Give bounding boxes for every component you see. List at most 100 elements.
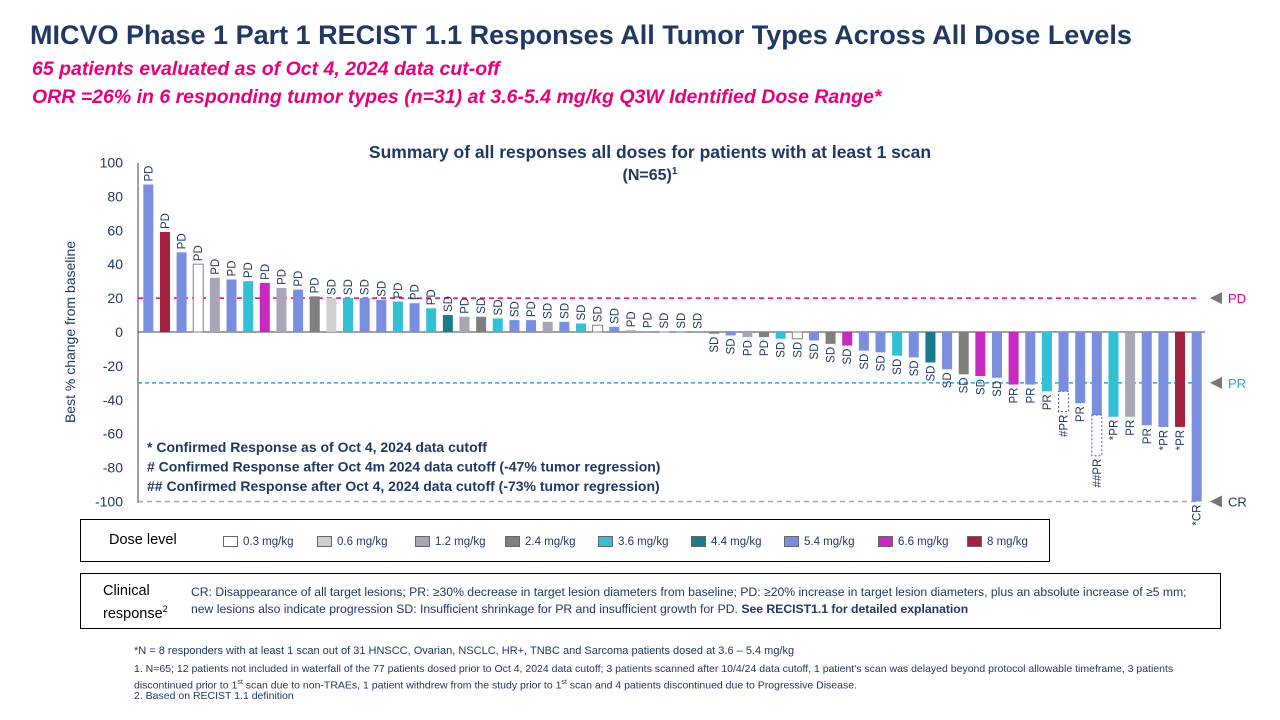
bar-response-label: PR <box>1042 394 1054 410</box>
bar <box>476 316 487 332</box>
bar-response-label: SD <box>659 313 671 329</box>
bar <box>991 332 1002 378</box>
threshold-arrow-icon-cr <box>1210 495 1222 508</box>
dose-legend-label: 8 mg/kg <box>987 536 1028 548</box>
y-tick-label: 80 <box>107 188 123 204</box>
dose-legend-item: 6.6 mg/kg <box>878 536 949 548</box>
threshold-label-pr: PR <box>1228 376 1246 391</box>
bar-response-label: SD <box>826 347 838 363</box>
dose-legend-swatch <box>598 536 613 547</box>
bar <box>259 282 270 332</box>
bar-response-label: SD <box>975 379 987 395</box>
bar-response-label: SD <box>892 359 904 375</box>
bar <box>925 332 936 363</box>
bar-response-label: PR <box>1125 420 1137 436</box>
bar <box>1108 332 1119 417</box>
bar <box>143 184 154 332</box>
bar <box>842 332 853 346</box>
dose-legend-swatch <box>415 536 430 547</box>
bar-response-label: PD <box>410 284 422 300</box>
dose-legend-label: 6.6 mg/kg <box>898 536 949 548</box>
bar <box>459 316 470 332</box>
bar-response-label: PD <box>626 311 638 327</box>
waterfall-chart: Summary of all responses all doses for p… <box>62 142 1247 526</box>
clinical-recist-reference: See RECIST1.1 for detailed explanation <box>741 602 969 616</box>
bar-response-label: SD <box>859 354 871 370</box>
y-tick-label: -80 <box>103 460 123 476</box>
threshold-label-pd: PD <box>1228 291 1246 306</box>
bar <box>559 321 570 332</box>
bar-response-label: PD <box>459 298 471 314</box>
bar-response-label: PD <box>177 233 189 249</box>
bar <box>742 332 753 338</box>
bar <box>642 331 653 333</box>
clinical-response-definitions: CR: Disappearance of all target lesions;… <box>191 584 1211 618</box>
bar-extension <box>1091 414 1103 457</box>
bar <box>892 332 903 356</box>
footnote-2: 2. Based on RECIST 1.1 definition <box>134 690 294 702</box>
bar-response-label: SD <box>559 303 571 319</box>
bar-response-label: PR <box>1009 388 1021 404</box>
y-tick-label: 60 <box>107 222 123 238</box>
bar <box>908 332 919 358</box>
bar <box>592 324 604 333</box>
bar-response-label: PD <box>260 264 272 280</box>
y-tick-label: 0 <box>115 324 123 340</box>
dose-legend-label: 3.6 mg/kg <box>618 536 669 548</box>
y-tick-label: -60 <box>103 426 123 442</box>
bar <box>276 287 287 332</box>
chart-annotation: * Confirmed Response as of Oct 4, 2024 d… <box>147 439 487 455</box>
bar-response-label: SD <box>909 360 921 376</box>
dose-legend-swatch <box>317 536 332 547</box>
bar-response-label: SD <box>360 279 372 295</box>
bar-response-label: SD <box>343 279 355 295</box>
bar-response-label: PD <box>742 340 754 356</box>
bar-response-label: PD <box>276 269 288 285</box>
bar-response-label: SD <box>609 308 621 324</box>
bar <box>692 331 703 333</box>
dose-legend-label: 4.4 mg/kg <box>711 536 762 548</box>
bar <box>1025 332 1036 385</box>
y-tick-label: 20 <box>107 290 123 306</box>
bar-response-label: ##PR <box>1092 459 1104 488</box>
bar <box>176 252 187 332</box>
dose-legend-item: 0.6 mg/kg <box>317 536 388 548</box>
bar <box>426 308 437 332</box>
bar-response-label: PD <box>193 245 205 261</box>
threshold-arrow-icon-pr <box>1210 376 1222 389</box>
clinical-definition-text: CR: Disappearance of all target lesions;… <box>191 585 1187 616</box>
bar-response-label: *PR <box>1158 430 1170 450</box>
bar-response-label: SD <box>509 301 521 317</box>
bar-response-label: PD <box>293 271 305 287</box>
bar <box>376 299 387 332</box>
bar-response-label: PD <box>160 213 172 229</box>
chart-annotation: # Confirmed Response after Oct 4m 2024 d… <box>147 459 660 475</box>
bar-response-label: PD <box>143 166 155 182</box>
dose-legend-swatch <box>505 536 520 547</box>
bar <box>309 296 320 332</box>
dose-legend-item: 3.6 mg/kg <box>598 536 669 548</box>
bar <box>775 332 786 339</box>
dose-legend-swatch <box>223 536 238 547</box>
bar-response-label: PD <box>526 301 538 317</box>
bar <box>526 320 537 332</box>
chart-subtitle: (N=65)1 <box>623 166 678 184</box>
dose-level-legend: Dose level 0.3 mg/kg 0.6 mg/kg 1.2 mg/kg 2.… <box>80 519 1050 562</box>
y-tick-label: -40 <box>103 392 123 408</box>
bar <box>808 332 819 341</box>
y-tick-label: 40 <box>107 256 123 272</box>
dose-legend-label: 0.3 mg/kg <box>243 536 294 548</box>
bar-response-label: PD <box>210 259 222 275</box>
clinical-label-line2: response <box>103 605 163 622</box>
bar <box>293 289 304 332</box>
bar-response-label: SD <box>876 355 888 371</box>
bar-response-label: SD <box>925 366 937 382</box>
bar <box>1175 332 1186 427</box>
footnote-1-part-c: scan and 4 patients discontinued due to … <box>566 679 857 692</box>
bar <box>1075 332 1086 404</box>
bar-response-label: PD <box>643 312 655 328</box>
bar-response-label: #PR <box>1059 415 1071 437</box>
bar <box>442 315 453 332</box>
clinical-label-sup: 2 <box>162 604 168 614</box>
bar-response-label: SD <box>326 279 338 295</box>
